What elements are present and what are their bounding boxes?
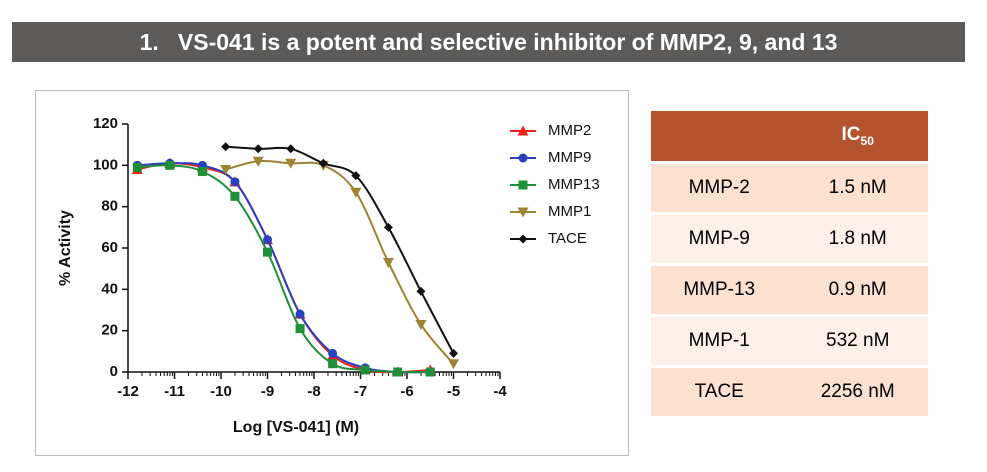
chart: Log [VS-041] (M) % Activity 0 20 40 60 80 100… [57, 115, 600, 436]
ic50-value: 0.9 nM [787, 264, 928, 317]
x-tick-label: -10 [210, 383, 232, 400]
enzyme-name: MMP-9 [651, 213, 788, 266]
y-tick-label: 60 [101, 239, 118, 256]
series-curve [137, 162, 431, 374]
legend-marker [518, 234, 528, 244]
ic50-value: 2256 nM [787, 366, 928, 419]
x-tick-label: -12 [117, 383, 139, 400]
data-point [295, 309, 305, 319]
data-point [449, 348, 458, 358]
ic50-value: 532 nM [787, 315, 928, 368]
data-point [416, 286, 426, 296]
x-tick-label: -8 [307, 383, 320, 400]
y-tick-label: 0 [110, 363, 118, 380]
data-point [252, 156, 264, 167]
data-point [165, 160, 175, 170]
y-tick-label: 120 [93, 115, 118, 132]
data-point [425, 367, 435, 377]
x-tick-label: -6 [400, 383, 413, 400]
data-point [382, 257, 394, 268]
x-tick-label: -9 [261, 383, 274, 400]
data-point [263, 235, 272, 245]
title-bar: 1. VS-041 is a potent and selective inhi… [12, 22, 965, 62]
data-point [285, 158, 297, 169]
legend-marker [518, 153, 528, 163]
legend-label: MMP1 [548, 203, 591, 220]
x-tick-label: -5 [447, 383, 460, 400]
data-point [415, 319, 427, 330]
ic50-table: IC50 MMP-2 1.5 nM MMP-9 1.8 nM MMP-13 0.9 nM M… [651, 111, 928, 419]
y-tick-label: 40 [101, 280, 118, 297]
enzyme-name: TACE [651, 366, 788, 419]
legend-marker [517, 125, 529, 136]
title-number: 1. [139, 29, 159, 55]
header-blank [651, 111, 788, 164]
ic50-value: 1.5 nM [787, 162, 928, 215]
y-axis-label: % Activity [57, 210, 74, 286]
table-row: MMP-9 1.8 nM [651, 213, 928, 266]
data-point [383, 222, 393, 232]
table-row: MMP-1 532 nM [651, 315, 928, 368]
legend-label: MMP2 [548, 122, 591, 139]
legend-label: MMP9 [548, 149, 591, 166]
data-point [253, 144, 263, 154]
data-point [393, 367, 403, 377]
y-tick-label: 80 [101, 198, 118, 215]
x-axis-label: Log [VS-041] (M) [233, 419, 359, 436]
ic50-value: 1.8 nM [787, 213, 928, 266]
data-point [350, 187, 362, 198]
enzyme-name: MMP-2 [651, 162, 788, 215]
legend-marker [517, 207, 529, 218]
data-point [318, 158, 328, 168]
title-text: VS-041 is a potent and selective inhibit… [177, 29, 838, 55]
data-point [448, 359, 459, 370]
table-row: MMP-13 0.9 nM [651, 264, 928, 317]
table-row: TACE 2256 nM [651, 366, 928, 419]
x-tick-label: -11 [164, 383, 185, 400]
chart-frame [35, 90, 629, 456]
data-point [328, 359, 338, 369]
enzyme-name: MMP-13 [651, 264, 788, 317]
header-sub: 50 [860, 133, 874, 148]
series-curve [137, 164, 431, 374]
series-curve [225, 159, 455, 365]
legend-label: MMP13 [548, 176, 600, 193]
data-point [221, 142, 231, 152]
enzyme-name: MMP-1 [651, 315, 788, 368]
data-point [220, 164, 232, 175]
header-ic50: IC50 [787, 111, 928, 164]
x-tick-label: -7 [354, 383, 367, 400]
legend-label: TACE [548, 230, 587, 247]
y-tick-label: 20 [101, 322, 118, 339]
header-main: IC [841, 124, 861, 146]
x-tick-label: -4 [493, 383, 507, 400]
data-point [360, 365, 370, 375]
data-point [230, 177, 240, 187]
data-point [286, 144, 296, 154]
data-point [230, 191, 240, 201]
table-row: MMP-2 1.5 nM [651, 162, 928, 215]
series-curve [137, 162, 431, 374]
data-point [197, 167, 207, 177]
data-point [328, 348, 338, 358]
data-point [351, 171, 361, 181]
y-tick-label: 100 [93, 156, 118, 173]
data-point [295, 324, 305, 334]
data-point [263, 247, 272, 257]
legend-marker [518, 180, 528, 190]
data-point [132, 162, 142, 172]
